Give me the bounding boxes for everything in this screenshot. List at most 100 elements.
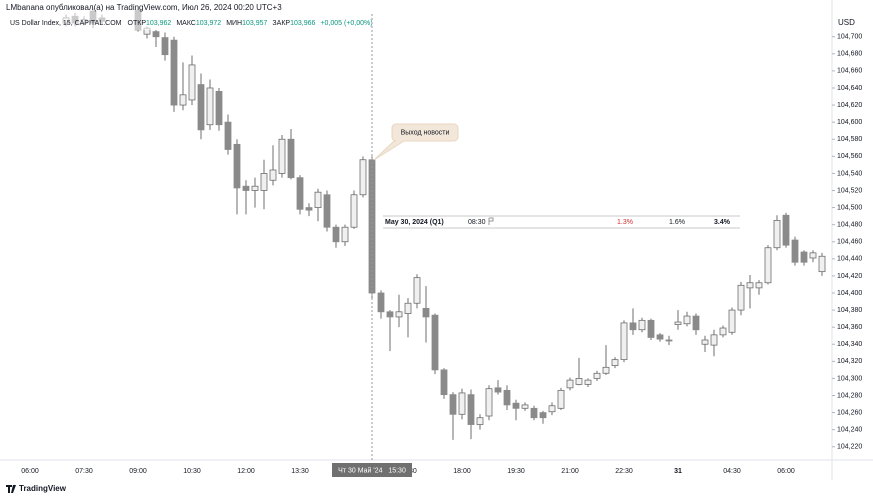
logo-icon [6, 485, 16, 493]
y-tick-label: 104,260 [837, 409, 862, 416]
candle-body [755, 282, 763, 289]
x-tick-label: 06:00 [777, 468, 795, 475]
y-tick-label: 104,220 [837, 444, 862, 451]
candle-body [323, 194, 331, 228]
x-tick-label: 07:30 [75, 468, 93, 475]
legend-value: 103,972 [196, 20, 221, 27]
candle-body [359, 159, 367, 196]
y-tick-label: 104,340 [837, 341, 862, 348]
candle-body [485, 388, 493, 417]
candle-body [332, 226, 340, 243]
candle-body [620, 322, 628, 361]
candle-body [521, 404, 529, 409]
candle-body [206, 87, 214, 126]
legend-value: 103,966 [290, 20, 315, 27]
candle-body [197, 84, 205, 131]
x-tick-label: 10:30 [183, 468, 201, 475]
candle-body [638, 319, 646, 331]
candle-body [341, 226, 349, 243]
candle-body [647, 319, 655, 338]
candle-body [656, 334, 664, 340]
candle-body [764, 247, 772, 284]
x-tick-label: 13:30 [291, 468, 309, 475]
candle-body [611, 359, 619, 367]
x-tick-label: 31 [674, 468, 682, 475]
candle-body [431, 314, 439, 371]
logo: TradingView [19, 484, 67, 493]
legend-label: МИН [226, 20, 242, 27]
y-tick-label: 104,320 [837, 358, 862, 365]
candle-body [458, 392, 466, 415]
candle-body [629, 322, 637, 331]
event-time: 08:30 [468, 219, 486, 226]
y-tick-label: 104,360 [837, 324, 862, 331]
chart-title: US Dollar Index, 15, CAPITAL.COM [10, 20, 122, 27]
footer: TradingView [6, 484, 67, 493]
candle-body [251, 185, 259, 191]
candle-body [692, 315, 700, 331]
y-tick-label: 104,600 [837, 119, 862, 126]
candle-body [215, 91, 223, 126]
candle-body [170, 39, 178, 106]
y-tick-label: 104,520 [837, 187, 862, 194]
x-tick-label: 18:00 [453, 468, 471, 475]
candle-body [233, 143, 241, 189]
candle-body [539, 412, 547, 419]
candle-body [152, 31, 160, 38]
legend-backdrop [0, 0, 420, 30]
candle-body [557, 389, 565, 409]
candle-body [548, 405, 556, 413]
candle-body [494, 387, 502, 393]
candle-body [503, 389, 511, 406]
x-tick-label: 09:00 [129, 468, 147, 475]
candle-body [593, 372, 601, 379]
x-tick-label: 12:00 [237, 468, 255, 475]
y-tick-label: 104,440 [837, 256, 862, 263]
candle-body [224, 121, 232, 150]
candle-body [737, 284, 745, 311]
candle-body [818, 255, 826, 273]
candle-body [161, 37, 169, 56]
candle-body [314, 191, 322, 208]
candle-body [530, 407, 538, 419]
y-tick-label: 104,560 [837, 153, 862, 160]
candle-body [188, 64, 196, 101]
candle-body [575, 378, 583, 385]
candle-body [296, 177, 304, 210]
candle-body [602, 366, 610, 374]
x-tick-label: 22:30 [615, 468, 633, 475]
y-tick-label: 104,580 [837, 136, 862, 143]
candle-body [449, 394, 457, 415]
event-date: May 30, 2024 (Q1) [385, 219, 444, 226]
y-tick-label: 104,380 [837, 307, 862, 314]
y-tick-label: 104,460 [837, 239, 862, 246]
candle-body [305, 207, 313, 211]
candle-body [287, 138, 295, 179]
candle-body [683, 315, 691, 325]
legend-label: МАКС [176, 20, 196, 27]
candle-body [746, 282, 754, 289]
candle-body [269, 169, 277, 181]
candle-body [260, 173, 268, 191]
legend-label: ЗАКР [272, 20, 290, 27]
crosshair-label-box [332, 463, 412, 477]
candle-body [404, 302, 412, 314]
candle-body [179, 94, 187, 106]
candle-body [800, 251, 808, 263]
y-tick-label: 104,500 [837, 204, 862, 211]
y-tick-label: 104,300 [837, 375, 862, 382]
y-tick-label: 104,540 [837, 170, 862, 177]
flag-icon [488, 217, 494, 225]
candle-body [665, 339, 673, 342]
x-tick-label: 04:30 [723, 468, 741, 475]
candle-body [242, 185, 250, 191]
candle-body [413, 277, 421, 304]
event-actual: 1.3% [617, 219, 633, 226]
candle-body [350, 194, 358, 228]
candle-body [809, 252, 817, 259]
legend-change: +0,005 (+0,00%) [320, 20, 372, 27]
candle-body [512, 402, 520, 409]
y-tick-label: 104,420 [837, 273, 862, 280]
y-tick-label: 104,280 [837, 392, 862, 399]
